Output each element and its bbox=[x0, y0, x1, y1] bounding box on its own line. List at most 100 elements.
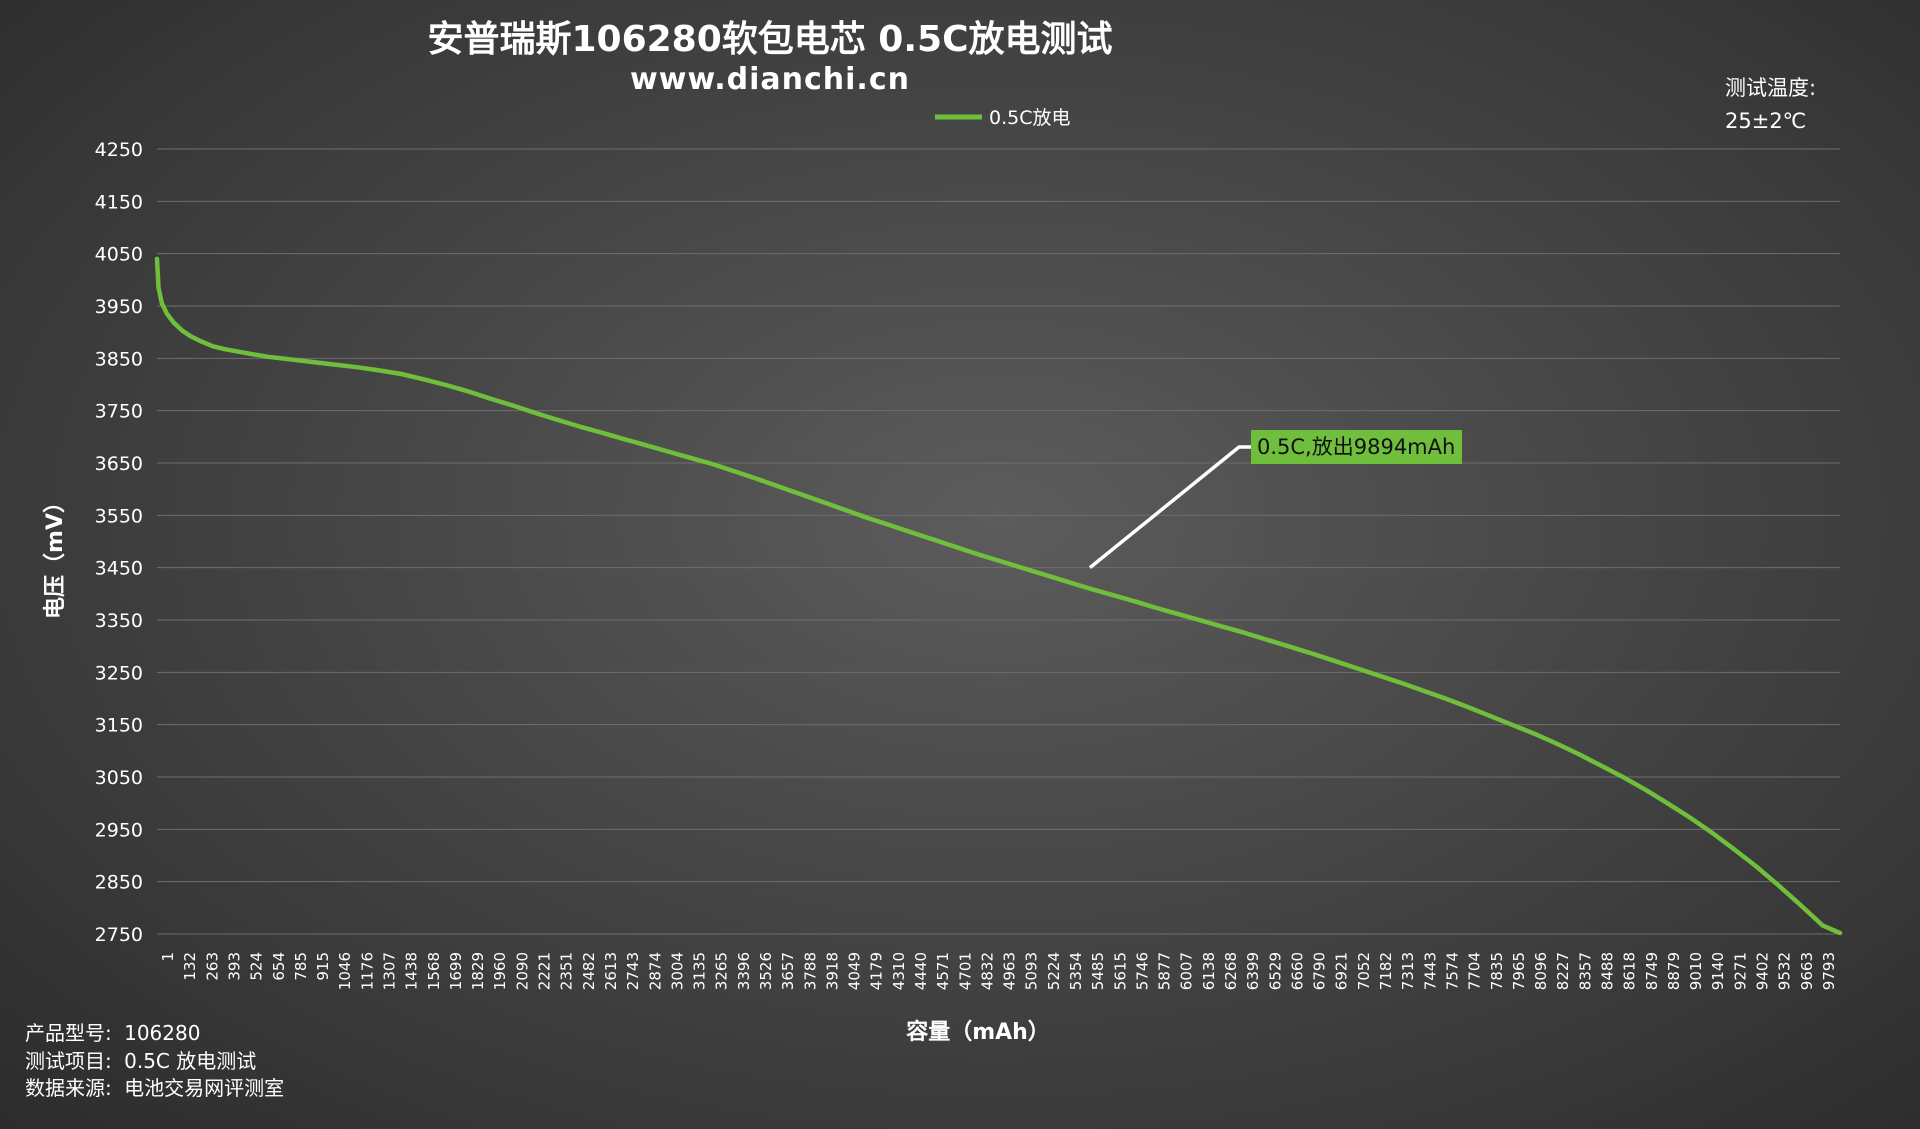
x-tick-label: 1046 bbox=[336, 952, 354, 990]
x-tick-label: 3004 bbox=[668, 952, 686, 990]
x-tick-label: 3788 bbox=[801, 952, 819, 990]
x-tick-label: 4440 bbox=[912, 952, 930, 990]
x-tick-label: 785 bbox=[292, 952, 310, 981]
x-tick-label: 1176 bbox=[358, 952, 376, 990]
y-tick-label: 3450 bbox=[95, 558, 143, 580]
series-line bbox=[154, 256, 1843, 936]
x-tick-label: 8096 bbox=[1532, 952, 1550, 990]
x-tick-label: 7574 bbox=[1443, 952, 1461, 990]
x-tick-label: 7704 bbox=[1466, 952, 1484, 990]
x-tick-label: 4571 bbox=[934, 952, 952, 990]
y-tick-label: 4250 bbox=[95, 139, 143, 161]
x-tick-labels: 1 132 263 393 524 654 785 915 1046 1176 1307 1438 15… bbox=[159, 952, 1838, 990]
x-tick-label: 9532 bbox=[1776, 952, 1794, 990]
temperature-value: 25±2℃ bbox=[1725, 109, 1806, 133]
x-tick-label: 5354 bbox=[1067, 952, 1085, 990]
annotation: 0.5C,放出9894mAh bbox=[1088, 430, 1462, 570]
x-tick-label: 9140 bbox=[1709, 952, 1727, 990]
info-test: 测试项目: 0.5C 放电测试 bbox=[25, 1049, 256, 1073]
annotation-box bbox=[1251, 430, 1462, 464]
x-tick-label: 5224 bbox=[1045, 952, 1063, 990]
temperature-note: 测试温度: 25±2℃ bbox=[1725, 76, 1816, 133]
legend-label: 0.5C放电 bbox=[989, 107, 1070, 129]
x-tick-label: 9010 bbox=[1687, 952, 1705, 990]
y-tick-label: 3350 bbox=[95, 610, 143, 632]
x-axis-title: 容量（mAh） bbox=[906, 1019, 1050, 1045]
y-tick-label: 3250 bbox=[95, 662, 143, 684]
info-model-value: 106280 bbox=[124, 1021, 200, 1045]
x-tick-label: 1829 bbox=[469, 952, 487, 990]
x-tick-label: 1960 bbox=[491, 952, 509, 990]
temperature-label: 测试温度: bbox=[1725, 76, 1816, 100]
x-tick-label: 8879 bbox=[1665, 952, 1683, 990]
x-tick-label: 6790 bbox=[1311, 952, 1329, 990]
x-tick-label: 5093 bbox=[1023, 952, 1041, 990]
x-tick-label: 4310 bbox=[890, 952, 908, 990]
x-tick-label: 1568 bbox=[425, 952, 443, 990]
x-tick-label: 4963 bbox=[1001, 952, 1019, 990]
y-tick-label: 3650 bbox=[95, 453, 143, 475]
x-tick-label: 2090 bbox=[513, 952, 531, 990]
x-tick-label: 6268 bbox=[1222, 952, 1240, 990]
x-tick-label: 2874 bbox=[646, 952, 664, 990]
y-tick-label: 3950 bbox=[95, 296, 143, 318]
info-source-label: 数据来源: bbox=[25, 1076, 112, 1100]
x-tick-label: 7965 bbox=[1510, 952, 1528, 990]
x-tick-label: 7182 bbox=[1377, 952, 1395, 990]
grid bbox=[157, 148, 1840, 935]
x-tick-label: 393 bbox=[226, 952, 244, 981]
x-tick-label: 9663 bbox=[1798, 952, 1816, 990]
x-tick-label: 6921 bbox=[1333, 952, 1351, 990]
x-tick-label: 8618 bbox=[1621, 952, 1639, 990]
x-tick-label: 2613 bbox=[602, 952, 620, 990]
series-layer bbox=[154, 256, 1843, 936]
x-tick-label: 8749 bbox=[1643, 952, 1661, 990]
info-model: 产品型号: 106280 bbox=[25, 1021, 200, 1045]
x-tick-label: 3135 bbox=[691, 952, 709, 990]
y-tick-label: 3150 bbox=[95, 715, 143, 737]
info-test-label: 测试项目: bbox=[25, 1049, 112, 1073]
x-tick-label: 5877 bbox=[1156, 952, 1174, 990]
info-source: 数据来源: 电池交易网评测室 bbox=[25, 1076, 284, 1100]
x-tick-label: 5615 bbox=[1111, 952, 1129, 990]
x-tick-label: 2482 bbox=[580, 952, 598, 990]
x-tick-label: 8488 bbox=[1598, 952, 1616, 990]
x-tick-label: 2221 bbox=[536, 952, 554, 990]
x-tick-label: 263 bbox=[203, 952, 221, 981]
x-tick-label: 6399 bbox=[1244, 952, 1262, 990]
y-tick-label: 3850 bbox=[95, 348, 143, 370]
x-tick-label: 8357 bbox=[1576, 952, 1594, 990]
x-tick-label: 6138 bbox=[1200, 952, 1218, 990]
y-tick-label: 3550 bbox=[95, 505, 143, 527]
info-model-label: 产品型号: bbox=[25, 1021, 112, 1045]
x-tick-label: 9402 bbox=[1753, 952, 1771, 990]
y-tick-label: 3750 bbox=[95, 401, 143, 423]
y-tick-label: 2950 bbox=[95, 819, 143, 841]
y-tick-label: 4050 bbox=[95, 244, 143, 266]
x-tick-label: 2743 bbox=[624, 952, 642, 990]
chart-title: 安普瑞斯106280软包电芯 0.5C放电测试 bbox=[427, 19, 1112, 60]
y-tick-label: 4150 bbox=[95, 191, 143, 213]
x-tick-label: 7835 bbox=[1488, 952, 1506, 990]
x-tick-label: 2351 bbox=[558, 952, 576, 990]
info-block: 产品型号: 106280 测试项目: 0.5C 放电测试 数据来源: 电池交易网… bbox=[25, 1021, 284, 1100]
x-tick-label: 3657 bbox=[779, 952, 797, 990]
x-tick-label: 6660 bbox=[1288, 952, 1306, 990]
x-tick-label: 132 bbox=[181, 952, 199, 981]
info-test-value: 0.5C 放电测试 bbox=[124, 1049, 256, 1073]
y-tick-label: 2850 bbox=[95, 872, 143, 894]
x-tick-label: 5485 bbox=[1089, 952, 1107, 990]
x-tick-label: 6529 bbox=[1266, 952, 1284, 990]
x-tick-label: 3918 bbox=[823, 952, 841, 990]
annotation-label: 0.5C,放出9894mAh bbox=[1257, 435, 1455, 459]
legend: 0.5C放电 bbox=[935, 107, 1070, 129]
x-tick-label: 3265 bbox=[713, 952, 731, 990]
x-tick-label: 4701 bbox=[956, 952, 974, 990]
x-tick-label: 7052 bbox=[1355, 952, 1373, 990]
x-tick-label: 915 bbox=[314, 952, 332, 981]
x-tick-label: 3526 bbox=[757, 952, 775, 990]
x-tick-label: 654 bbox=[270, 952, 288, 981]
x-tick-label: 4179 bbox=[868, 952, 886, 990]
x-tick-label: 4832 bbox=[978, 952, 996, 990]
x-tick-label: 8227 bbox=[1554, 952, 1572, 990]
